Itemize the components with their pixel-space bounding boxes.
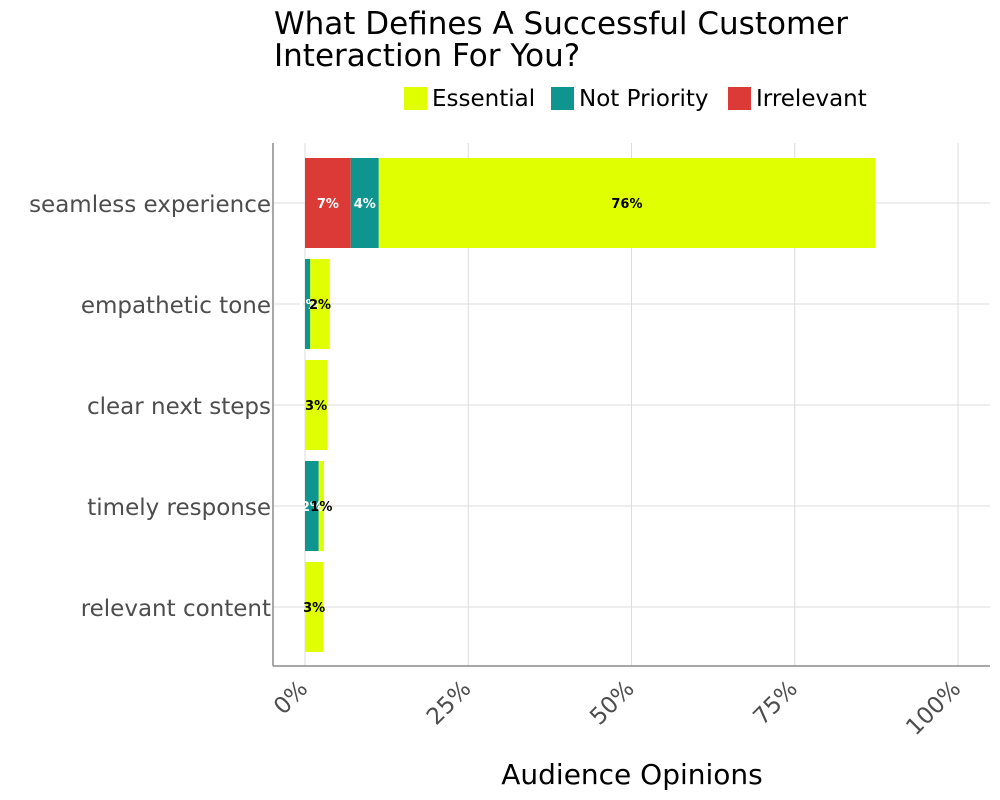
bar-empathetic-tone-not-priority [305,259,311,349]
bar-clear-next-steps-essential [305,360,328,450]
category-label-clear-next-steps: clear next steps [87,394,271,420]
legend-label-irrelevant: Irrelevant [756,86,867,112]
category-labels: seamless experience empathetic tone clear … [29,192,271,622]
category-label-timely-response: timely response [87,495,271,521]
x-tick-label-3: 75% [748,676,803,731]
x-tick-label-0: 0% [269,676,313,720]
legend-label-not-priority: Not Priority [579,86,708,112]
bars [305,158,876,652]
chart-title: What Defines A Successful Customer Inter… [274,6,858,74]
legend-swatch-not-priority [551,87,574,110]
data-label-empathetic-tone-essential: 2% [309,298,331,313]
bar-timely-response-not-priority [305,461,319,551]
category-label-seamless-experience: seamless experience [29,192,271,218]
legend-label-essential: Essential [432,86,535,112]
data-label-empathetic-tone-not-priority: 1% [297,298,319,313]
data-label-seamless-experience-not-priority: 4% [354,197,376,212]
data-label-timely-response-essential: 1% [310,500,332,515]
x-axis-title: Audience Opinions [501,758,763,791]
data-label-timely-response-not-priority: 2% [301,500,323,515]
data-label-seamless-experience-irrelevant: 7% [317,197,339,212]
chart-title-line-2: Interaction For You? [274,38,580,74]
bar-data-labels: 7% 4% 76%1%2%3%2%1%3% [297,197,643,616]
bar-empathetic-tone-essential [310,259,330,349]
x-tick-label-1: 25% [422,676,477,731]
data-label-seamless-experience-essential: 76% [611,197,642,212]
legend-swatch-irrelevant [728,87,751,110]
x-tick-labels: 0% 25% 50% 75% 100% [269,676,966,741]
data-label-relevant-content-essential: 3% [303,601,325,616]
category-label-empathetic-tone: empathetic tone [81,293,271,319]
x-tick-label-4: 100% [901,676,966,741]
bar-seamless-experience-essential [378,158,876,248]
category-label-relevant-content: relevant content [81,596,271,622]
legend-swatch-essential [404,87,427,110]
bar-seamless-experience-irrelevant [305,158,351,248]
bar-timely-response-essential [318,461,324,551]
x-tick-label-2: 50% [585,676,640,731]
legend: Essential Not Priority Irrelevant [404,86,867,112]
bar-relevant-content-essential [305,562,324,652]
data-label-clear-next-steps-essential: 3% [305,399,327,414]
chart-title-line-1: What Defines A Successful Customer [274,6,848,42]
bar-seamless-experience-not-priority [350,158,379,248]
axes [272,143,990,667]
